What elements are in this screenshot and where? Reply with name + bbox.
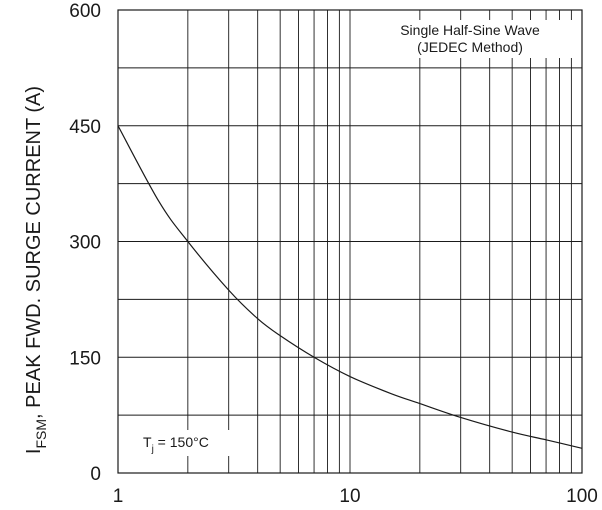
wave-annotation-box: [386, 20, 580, 58]
y-tick-label: 600: [69, 1, 101, 22]
tj-rest: = 150°C: [154, 434, 209, 450]
plot-frame: [117, 9, 583, 474]
x-tick-label: 10: [339, 486, 360, 507]
y-axis-label-prefix: I: [23, 449, 45, 455]
y-tick-label: 300: [69, 233, 101, 254]
tj-subscript: j: [151, 444, 154, 455]
tj-prefix: T: [143, 434, 152, 450]
y-axis-label-text: , PEAK FWD. SURGE CURRENT (A): [23, 86, 45, 419]
y-tick-labels: 0 150 300 450 600: [69, 1, 101, 485]
x-tick-label: 1: [113, 486, 124, 507]
y-tick-label: 450: [69, 117, 101, 138]
y-axis-label: IFSM, PEAK FWD. SURGE CURRENT (A): [23, 86, 49, 454]
grid-lines: [118, 10, 582, 473]
wave-annotation-line2: (JEDEC Method): [417, 39, 523, 55]
y-tick-label: 150: [69, 348, 101, 369]
tj-annotation-box: [130, 430, 234, 456]
wave-annotation-line1: Single Half-Sine Wave: [400, 22, 540, 38]
y-axis-label-subscript: FSM: [33, 419, 49, 449]
tj-annotation: Tj = 150°C: [143, 434, 209, 455]
x-tick-labels: 1 10 100: [113, 486, 598, 507]
surge-current-curve: [117, 125, 583, 449]
x-tick-label: 100: [566, 486, 598, 507]
y-tick-label: 0: [90, 464, 101, 485]
